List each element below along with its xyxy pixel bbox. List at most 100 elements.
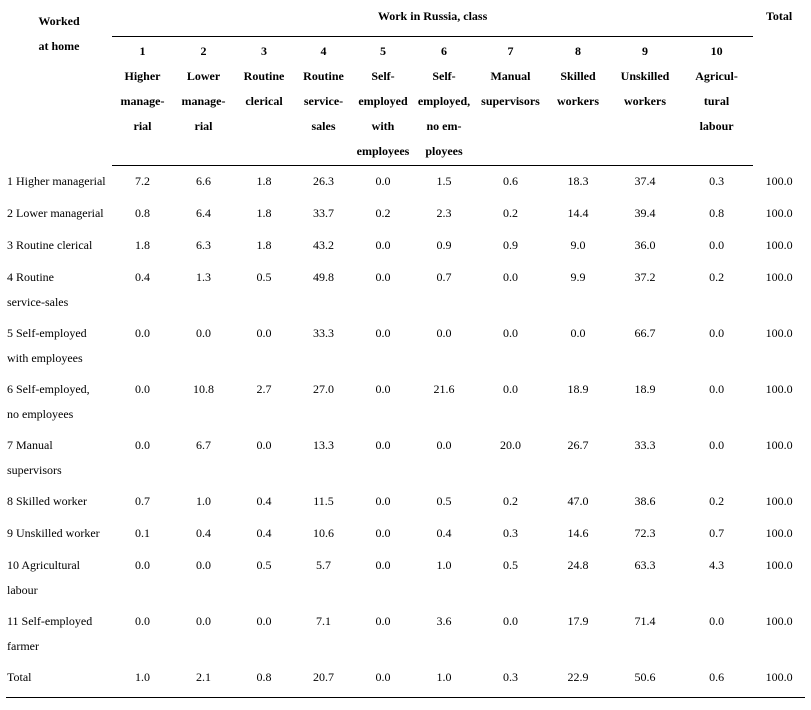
cell-value: 0.0 (436, 438, 452, 452)
cell-value: 0.5 (436, 494, 452, 508)
cell-value: 0.0 (709, 382, 725, 396)
cell-value: 0.0 (256, 438, 272, 452)
cell-value: 22.9 (546, 665, 610, 698)
cell-value: 20.7 (294, 665, 353, 698)
cell-value: 0.0 (503, 270, 518, 284)
cell-value: 0.4 (135, 270, 150, 284)
cell-value: 63.3 (634, 558, 656, 572)
column-number: 5 (380, 44, 386, 58)
cell-value: 5.7 (316, 558, 331, 572)
row-total: 100.0 (765, 382, 793, 396)
cell-value: 0.0 (375, 270, 391, 284)
cell-value: 50.6 (610, 665, 680, 698)
cell-value: 26.3 (313, 174, 334, 188)
cell-value: 10.8 (193, 382, 214, 396)
cell-value: 0.9 (503, 238, 518, 252)
column-label: Routine service- sales (303, 69, 344, 133)
cell-value: 27.0 (313, 382, 334, 396)
column-header-4: 4 Routine service- sales (294, 36, 353, 166)
cell-value: 0.2 (709, 270, 725, 284)
cell-value: 0.6 (680, 665, 754, 698)
cell-value: 14.4 (567, 206, 589, 220)
row-total: 100.0 (765, 206, 793, 220)
row-label: 9 Unskilled worker (7, 526, 100, 540)
row-label: Total (6, 665, 112, 698)
cell-value: 66.7 (634, 326, 656, 340)
cell-value: 24.8 (567, 558, 589, 572)
column-label: Agricul- tural labour (695, 69, 738, 133)
cell-value: 0.7 (135, 494, 150, 508)
table-row: 4 Routine service-sales 0.4 1.3 0.5 49.8 0.0 0… (6, 265, 805, 321)
cell-value: 37.4 (634, 174, 656, 188)
cell-value: 6.7 (196, 438, 211, 452)
cell-value: 18.9 (567, 382, 589, 396)
cell-value: 0.0 (135, 326, 150, 340)
column-number: 3 (261, 44, 267, 58)
cell-value: 0.0 (135, 382, 150, 396)
cell-value: 0.0 (503, 614, 518, 628)
cell-value: 0.8 (135, 206, 150, 220)
cell-value: 3.6 (436, 614, 452, 628)
cell-value: 1.0 (112, 665, 173, 698)
column-label: Lower manage- rial (181, 69, 226, 133)
cell-value: 0.0 (375, 526, 391, 540)
cell-value: 0.0 (135, 558, 150, 572)
cell-value: 0.4 (256, 494, 272, 508)
cell-value: 0.4 (256, 526, 272, 540)
row-total: 100.0 (765, 173, 793, 188)
cell-value: 2.3 (436, 206, 452, 220)
cell-value: 0.0 (196, 614, 211, 628)
cell-value: 0.4 (436, 526, 452, 540)
column-header-6: 6 Self- employed, no em- ployees (413, 36, 475, 166)
cell-value: 0.8 (709, 206, 725, 220)
cell-value: 2.7 (256, 382, 272, 396)
cell-value: 0.7 (709, 526, 725, 540)
cell-value: 10.6 (313, 526, 334, 540)
cell-value: 14.6 (567, 526, 589, 540)
cell-value: 26.7 (567, 438, 589, 452)
cell-value: 6.3 (196, 238, 211, 252)
cell-value: 20.0 (500, 438, 521, 452)
row-label: 11 Self-employed farmer (7, 614, 93, 653)
cell-value: 33.3 (313, 326, 334, 340)
cell-value: 9.9 (570, 270, 586, 284)
cell-value: 71.4 (634, 614, 656, 628)
cell-value: 43.2 (313, 238, 334, 252)
column-label: Unskilled workers (620, 69, 670, 108)
column-number: 7 (507, 44, 514, 58)
row-label: 6 Self-employed, no employees (7, 382, 90, 421)
column-header-9: 9 Unskilled workers (610, 36, 680, 166)
cell-value: 18.3 (567, 174, 589, 188)
row-label: 2 Lower managerial (7, 206, 104, 220)
column-group-header: Work in Russia, class (112, 6, 754, 37)
row-label: 7 Manual supervisors (7, 438, 62, 477)
cell-value: 0.0 (709, 438, 725, 452)
cell-value: 0.9 (436, 238, 452, 252)
table-row: 1 Higher managerial 7.2 6.6 1.8 26.3 0.0 1.5 0.… (6, 166, 805, 202)
cell-value: 1.0 (196, 494, 211, 508)
table-row: 9 Unskilled worker 0.1 0.4 0.4 10.6 0.0 0.4 0.3… (6, 521, 805, 553)
cell-value: 0.0 (503, 382, 518, 396)
cell-value: 1.0 (436, 558, 452, 572)
column-number: 4 (320, 44, 327, 58)
cell-value: 39.4 (634, 206, 656, 220)
table-row: 8 Skilled worker 0.7 1.0 0.4 11.5 0.0 0.5 0.2 47… (6, 489, 805, 521)
cell-value: 4.3 (709, 558, 725, 572)
cell-value: 0.2 (375, 206, 391, 220)
row-total: 100.0 (753, 665, 806, 698)
cell-value: 9.0 (570, 238, 586, 252)
cell-value: 0.6 (503, 174, 518, 188)
cell-value: 0.0 (375, 494, 391, 508)
row-total: 100.0 (765, 326, 793, 340)
column-number: 2 (200, 44, 207, 58)
table-row: 7 Manual supervisors 0.0 6.7 0.0 13.3 0.0 0.0 2… (6, 433, 805, 489)
row-total: 100.0 (765, 238, 793, 252)
row-label: 10 Agricultural labour (7, 558, 80, 597)
table-row: 11 Self-employed farmer 0.0 0.0 0.0 7.1 0.0 3.… (6, 609, 805, 665)
cell-value: 1.8 (256, 174, 272, 188)
cell-value: 38.6 (634, 494, 656, 508)
row-label-header: Worked at home (38, 14, 80, 53)
cell-value: 0.0 (503, 326, 518, 340)
cell-value: 37.2 (634, 270, 656, 284)
table-row: Total 1.0 2.1 0.8 20.7 0.0 1.0 0.3 22.9 50.6 0.6 10… (6, 665, 806, 698)
